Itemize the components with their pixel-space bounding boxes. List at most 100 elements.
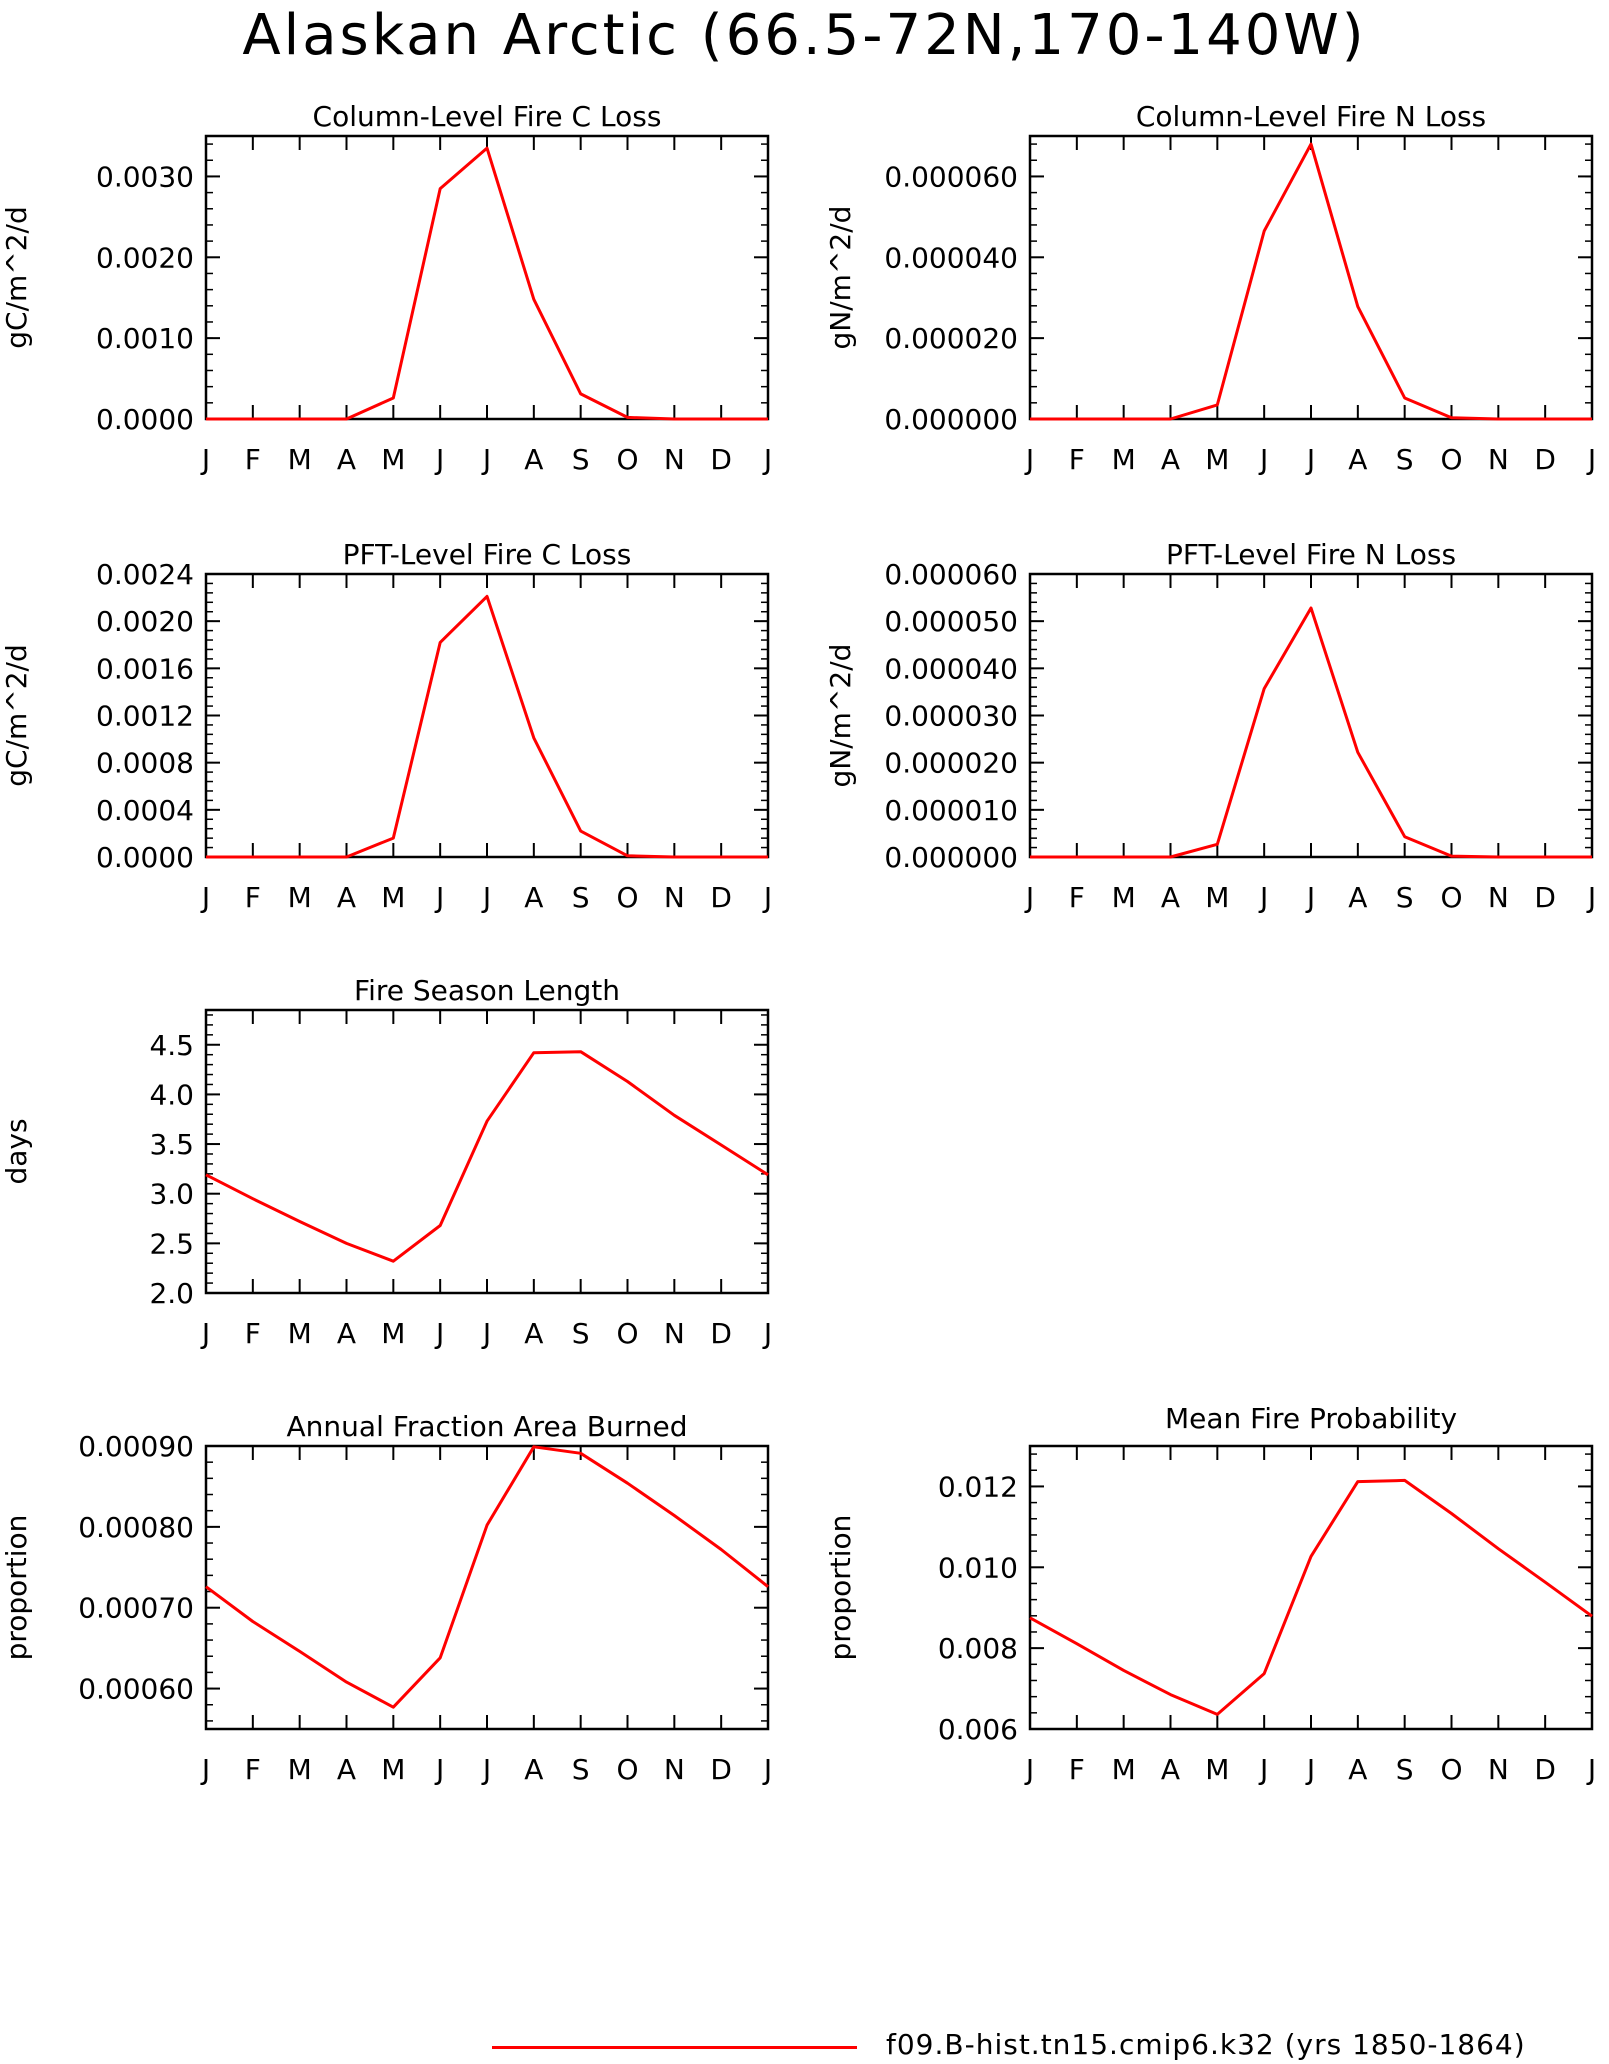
x-tick-label: O	[1440, 443, 1462, 476]
x-tick-label: A	[1348, 1753, 1367, 1786]
y-tick-label: 0.000060	[884, 558, 1018, 591]
x-tick-label: N	[1488, 1753, 1509, 1786]
x-tick-label: S	[572, 1317, 590, 1350]
plot-frame	[1028, 134, 1594, 421]
y-tick-label: 0.010	[938, 1551, 1018, 1584]
plot-frame	[204, 1008, 770, 1295]
x-tick-label: S	[1396, 881, 1414, 914]
x-tick-label: D	[1534, 1753, 1556, 1786]
y-tick-label: 0.0000	[96, 841, 194, 874]
y-tick-label: 4.0	[149, 1078, 194, 1111]
x-tick-label: J	[1258, 1753, 1268, 1786]
x-tick-label: F	[245, 881, 261, 914]
x-tick-label: N	[1488, 443, 1509, 476]
x-tick-label: N	[664, 1317, 685, 1350]
y-tick-label: 3.5	[149, 1128, 194, 1161]
x-tick-label: M	[288, 1317, 312, 1350]
y-tick-label: 2.5	[149, 1227, 194, 1260]
x-tick-label: N	[1488, 881, 1509, 914]
x-tick-label: A	[524, 443, 543, 476]
x-tick-label: J	[762, 443, 772, 476]
x-tick-label: D	[710, 881, 732, 914]
series-line	[205, 1050, 769, 1263]
x-tick-label: F	[1069, 881, 1085, 914]
x-tick-label: F	[245, 1753, 261, 1786]
y-tick-label: 0.0020	[96, 605, 194, 638]
y-tick-label: 0.0020	[96, 241, 194, 274]
series-line	[205, 1445, 769, 1709]
x-tick-label: M	[288, 1753, 312, 1786]
x-tick-label: M	[1112, 1753, 1136, 1786]
legend-line-swatch	[492, 2046, 857, 2049]
plot-frame	[204, 1444, 770, 1731]
y-tick-label: 0.000040	[884, 652, 1018, 685]
x-tick-label: M	[381, 1753, 405, 1786]
x-tick-label: M	[288, 881, 312, 914]
x-tick-label: F	[245, 1317, 261, 1350]
x-tick-label: M	[1112, 881, 1136, 914]
x-tick-label: O	[1440, 1753, 1462, 1786]
chart-title: PFT-Level Fire C Loss	[343, 538, 632, 571]
x-tick-label: J	[1586, 881, 1596, 914]
x-tick-label: M	[1205, 1753, 1229, 1786]
x-tick-label: J	[1305, 1753, 1315, 1786]
x-tick-label: M	[381, 881, 405, 914]
y-tick-label: 0.0000	[96, 403, 194, 436]
x-tick-label: N	[664, 443, 685, 476]
y-tick-label: 0.0004	[96, 794, 194, 827]
chart-title: Annual Fraction Area Burned	[287, 1410, 688, 1443]
series-line	[206, 146, 768, 421]
y-tick-label: 0.000020	[884, 322, 1018, 355]
x-tick-label: J	[1258, 881, 1268, 914]
x-tick-label: D	[710, 443, 732, 476]
chart-title: Column-Level Fire C Loss	[313, 100, 662, 133]
y-tick-label: 0.00090	[78, 1430, 194, 1463]
x-tick-label: J	[1586, 1753, 1596, 1786]
y-tick-label: 3.0	[149, 1178, 194, 1211]
plot-frame	[204, 134, 770, 421]
plot-frame	[1028, 572, 1594, 859]
x-tick-label: A	[1161, 881, 1180, 914]
x-tick-label: A	[1348, 881, 1367, 914]
y-tick-label: 0.000060	[884, 160, 1018, 193]
x-tick-label: A	[337, 881, 356, 914]
y-axis-label: proportion	[0, 1515, 33, 1661]
x-tick-label: J	[1305, 443, 1315, 476]
x-tick-label: F	[245, 443, 261, 476]
x-tick-label: A	[337, 443, 356, 476]
x-tick-label: D	[710, 1753, 732, 1786]
x-tick-label: S	[1396, 443, 1414, 476]
plot-frame	[1028, 1444, 1594, 1731]
x-tick-label: A	[337, 1317, 356, 1350]
x-tick-label: F	[1069, 1753, 1085, 1786]
x-tick-label: J	[762, 1317, 772, 1350]
x-tick-label: A	[524, 881, 543, 914]
legend-label: f09.B-hist.tn15.cmip6.k32 (yrs 1850-1864…	[886, 2028, 1526, 2061]
x-tick-label: A	[1348, 443, 1367, 476]
x-tick-label: O	[1440, 881, 1462, 914]
y-tick-label: 0.000040	[884, 241, 1018, 274]
y-tick-label: 0.00070	[78, 1592, 194, 1625]
y-axis-label: gN/m^2/d	[824, 644, 857, 788]
x-tick-label: J	[481, 1753, 491, 1786]
x-tick-label: J	[762, 1753, 772, 1786]
x-tick-label: J	[762, 881, 772, 914]
series-line	[1029, 1478, 1593, 1716]
x-tick-label: D	[1534, 881, 1556, 914]
x-tick-label: S	[572, 881, 590, 914]
x-tick-label: J	[481, 1317, 491, 1350]
chart-title: Mean Fire Probability	[1165, 1402, 1457, 1435]
x-tick-label: D	[1534, 443, 1556, 476]
y-tick-label: 0.006	[938, 1713, 1018, 1746]
y-axis-label: gC/m^2/d	[0, 644, 33, 787]
x-tick-label: J	[434, 1317, 444, 1350]
y-axis-label: gC/m^2/d	[0, 206, 33, 349]
y-tick-label: 0.0012	[96, 700, 194, 733]
x-tick-label: J	[200, 443, 210, 476]
y-tick-label: 0.0010	[96, 322, 194, 355]
x-tick-label: S	[572, 1753, 590, 1786]
x-tick-label: M	[1205, 881, 1229, 914]
page-title: Alaskan Arctic (66.5-72N,170-140W)	[242, 3, 1367, 68]
x-tick-label: O	[616, 1753, 638, 1786]
